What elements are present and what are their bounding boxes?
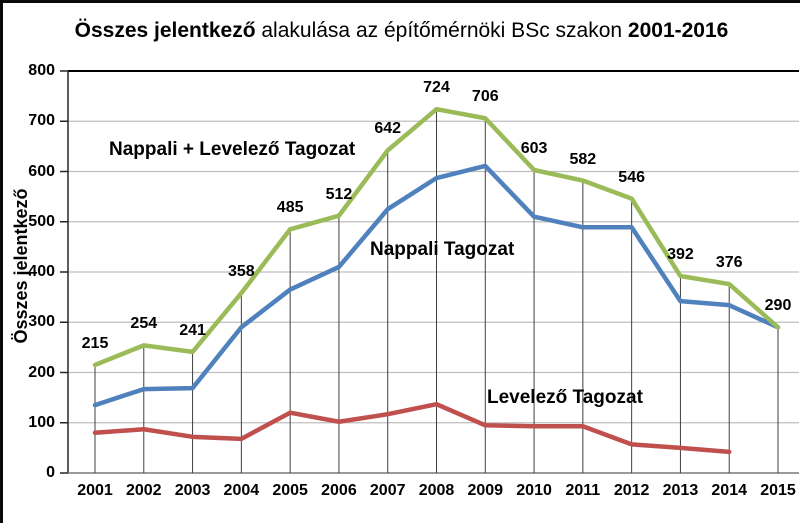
y-tick-label: 0 (46, 464, 55, 481)
x-tick-label: 2014 (711, 482, 747, 499)
series-line-0 (92, 106, 781, 368)
data-label: 642 (374, 120, 402, 138)
x-tick-label: 2003 (174, 482, 211, 499)
data-label: 724 (423, 79, 450, 97)
x-tick-label: 2010 (516, 482, 552, 499)
x-tick-label: 2012 (613, 482, 650, 499)
x-tick-label: 2013 (662, 482, 699, 499)
data-label: 290 (764, 297, 792, 315)
y-tick-label: 300 (28, 313, 55, 331)
data-label: 254 (130, 315, 158, 333)
data-label: 215 (81, 334, 109, 352)
y-tick-label: 700 (28, 112, 55, 130)
data-label: 546 (618, 168, 645, 186)
x-tick-label: 2002 (125, 482, 162, 499)
y-tick-label: 600 (28, 162, 55, 180)
data-label: 706 (471, 88, 499, 106)
data-label: 485 (276, 199, 304, 217)
data-label: 376 (715, 254, 743, 272)
series-line-1 (92, 163, 781, 408)
x-tick-label: 2004 (223, 482, 260, 499)
data-label: 582 (569, 150, 597, 168)
x-tick-label: 2007 (369, 482, 406, 499)
x-tick-label: 2009 (467, 482, 504, 499)
data-label: 358 (227, 263, 255, 281)
y-tick-label: 800 (28, 62, 55, 79)
series-label-nappali: Nappali Tagozat (370, 239, 515, 260)
data-label: 392 (667, 246, 694, 264)
y-tick-label: 100 (28, 413, 55, 431)
series-line-2 (92, 401, 732, 455)
chart-title: Összes jelentkező alakulása az építőmérn… (3, 19, 800, 43)
y-tick-label: 400 (28, 263, 55, 280)
y-tick-label: 500 (28, 212, 55, 230)
chart-title-bold-prefix: Összes jelentkező (74, 19, 256, 42)
chart-title-bold-suffix: 2001-2016 (627, 19, 729, 42)
x-tick-label: 2006 (321, 482, 357, 499)
series-label-total: Nappali + Levelező Tagozat (109, 139, 356, 160)
data-label: 241 (179, 321, 206, 339)
y-tick-label: 200 (28, 363, 55, 381)
x-tick-label: 2011 (565, 482, 601, 499)
data-label: 512 (325, 185, 353, 203)
chart-title-middle: alakulása az építőmérnöki BSc szakon (255, 19, 628, 42)
x-tick-label: 2008 (418, 482, 455, 499)
x-tick-label: 2015 (760, 482, 796, 499)
series-label-levelezo: Levelező Tagozat (487, 387, 643, 408)
data-label: 603 (520, 139, 548, 157)
x-tick-label: 2005 (272, 482, 308, 499)
plot-area (60, 70, 799, 474)
x-tick-label: 2001 (77, 482, 113, 499)
